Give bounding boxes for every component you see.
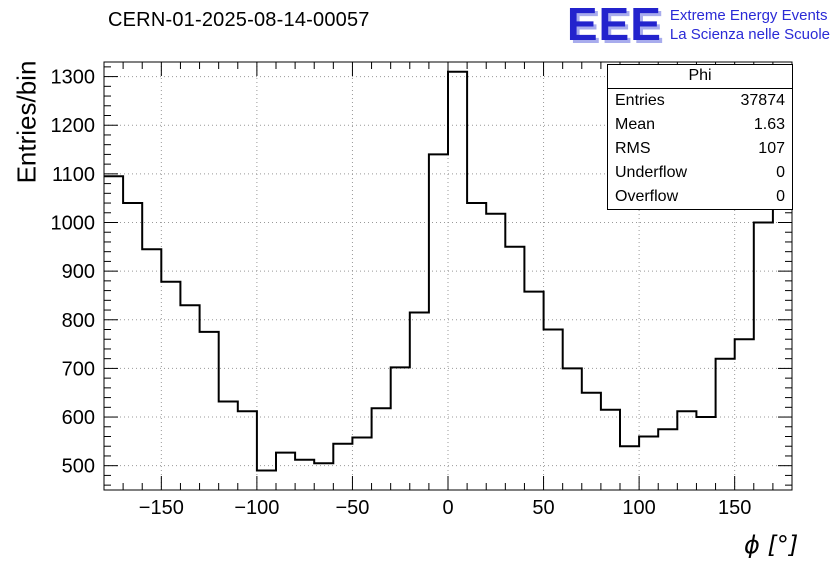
x-tick-labels: −150 −100 −50 0 50 100 150	[139, 497, 752, 519]
y-tick-label: 600	[62, 407, 95, 429]
x-tick-label: 0	[442, 497, 453, 519]
stats-value: 1.63	[753, 116, 785, 133]
stats-row: Underflow 0	[608, 161, 792, 185]
x-tick-label: −100	[234, 497, 279, 519]
plot-frame	[103, 61, 793, 491]
histogram-step-line	[104, 70, 792, 472]
x-tick-label: 150	[718, 497, 751, 519]
stats-label: Overflow	[615, 188, 679, 205]
x-tick-label: 100	[622, 497, 655, 519]
stats-row: Overflow 0	[608, 185, 792, 209]
plot-title: CERN-01-2025-08-14-00057	[108, 9, 370, 31]
eee-logo: EEE Extreme Energy Events La Scienza nel…	[566, 0, 830, 50]
eee-logo-line1: Extreme Energy Events	[669, 7, 828, 24]
x-tick-label: 50	[532, 497, 554, 519]
stats-label: Entries	[615, 92, 665, 109]
y-tick-label: 500	[62, 456, 95, 478]
stats-label: Mean	[615, 116, 656, 133]
eee-logo-caption: Extreme Energy Events La Scienza nelle S…	[670, 3, 830, 44]
x-tick-label: −150	[139, 497, 184, 519]
y-tick-label: 1200	[51, 115, 96, 137]
stats-value: 107	[758, 140, 785, 157]
stats-row: Mean 1.63	[608, 113, 792, 137]
stats-box: Phi Entries 37874 Mean 1.63 RMS 107 Unde…	[607, 64, 793, 210]
x-tick-label: −50	[335, 497, 369, 519]
y-tick-labels: 500 600 700 800 900 1000 1100 1200 1300	[51, 67, 96, 478]
stats-value: 37874	[740, 92, 786, 109]
x-axis-title: ϕ [°]	[744, 531, 799, 559]
stats-row: RMS 107	[608, 137, 792, 161]
stats-label: RMS	[615, 140, 651, 157]
stats-value: 0	[776, 188, 785, 205]
y-tick-label: 1100	[52, 164, 95, 186]
y-tick-label: 1000	[51, 213, 96, 235]
eee-logo-line2: La Scienza nelle Scuole	[669, 26, 830, 43]
y-tick-label: 1300	[51, 67, 96, 89]
stats-value: 0	[776, 164, 785, 181]
eee-logo-letters: EEE	[566, 0, 662, 50]
y-tick-label: 700	[62, 358, 95, 380]
stats-label: Underflow	[615, 164, 688, 181]
y-axis-title: Entries/bin	[11, 60, 42, 184]
y-tick-label: 900	[62, 261, 95, 283]
y-tick-label: 800	[62, 310, 95, 332]
stats-title: Phi	[608, 65, 792, 89]
stats-row: Entries 37874	[608, 89, 792, 113]
